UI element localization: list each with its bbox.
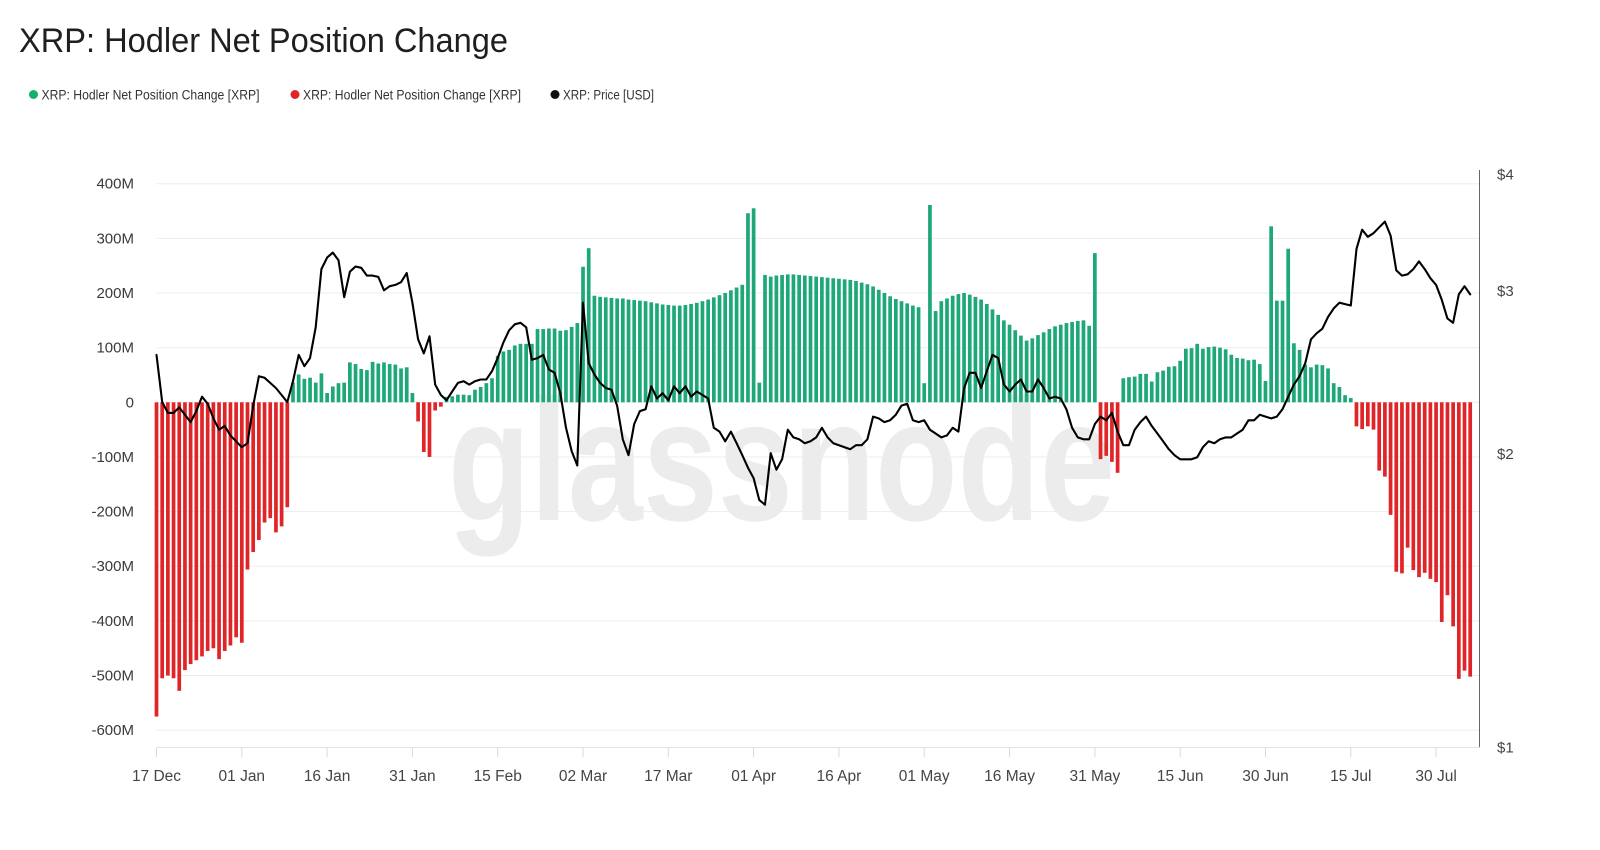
svg-text:100M: 100M [96,340,134,357]
svg-text:15 Jul: 15 Jul [1330,768,1371,785]
svg-text:200M: 200M [96,285,134,302]
svg-text:01 Jan: 01 Jan [219,768,266,785]
svg-text:XRP: Hodler Net Position Chang: XRP: Hodler Net Position Change [19,22,508,60]
svg-text:-500M: -500M [91,668,134,685]
svg-text:$3: $3 [1497,283,1514,300]
svg-text:XRP: Price [USD]: XRP: Price [USD] [563,88,654,103]
svg-text:XRP: Hodler Net Position Chang: XRP: Hodler Net Position Change [XRP] [303,88,521,103]
svg-text:01 Apr: 01 Apr [731,768,776,785]
svg-text:30 Jun: 30 Jun [1242,768,1289,785]
svg-text:$2: $2 [1497,446,1514,463]
svg-text:-400M: -400M [91,613,134,630]
svg-text:31 Jan: 31 Jan [389,768,436,785]
svg-text:15 Feb: 15 Feb [474,768,522,785]
svg-text:02 Mar: 02 Mar [559,768,607,785]
svg-text:17 Dec: 17 Dec [132,768,181,785]
svg-text:16 Apr: 16 Apr [816,768,861,785]
svg-text:01 May: 01 May [899,768,950,785]
svg-text:-600M: -600M [91,722,134,739]
svg-text:$1: $1 [1497,740,1514,757]
svg-text:-100M: -100M [91,449,134,466]
svg-text:15 Jun: 15 Jun [1157,768,1204,785]
svg-text:31 May: 31 May [1069,768,1120,785]
svg-text:XRP: Hodler Net Position Chang: XRP: Hodler Net Position Change [XRP] [42,88,260,103]
svg-text:300M: 300M [96,230,134,247]
svg-text:-200M: -200M [91,504,134,521]
svg-text:16 Jan: 16 Jan [304,768,351,785]
svg-text:400M: 400M [96,176,134,193]
svg-text:16 May: 16 May [984,768,1035,785]
svg-text:17 Mar: 17 Mar [644,768,692,785]
svg-text:$4: $4 [1497,167,1514,184]
svg-text:0: 0 [126,394,134,411]
svg-text:-300M: -300M [91,558,134,575]
svg-text:30 Jul: 30 Jul [1415,768,1456,785]
